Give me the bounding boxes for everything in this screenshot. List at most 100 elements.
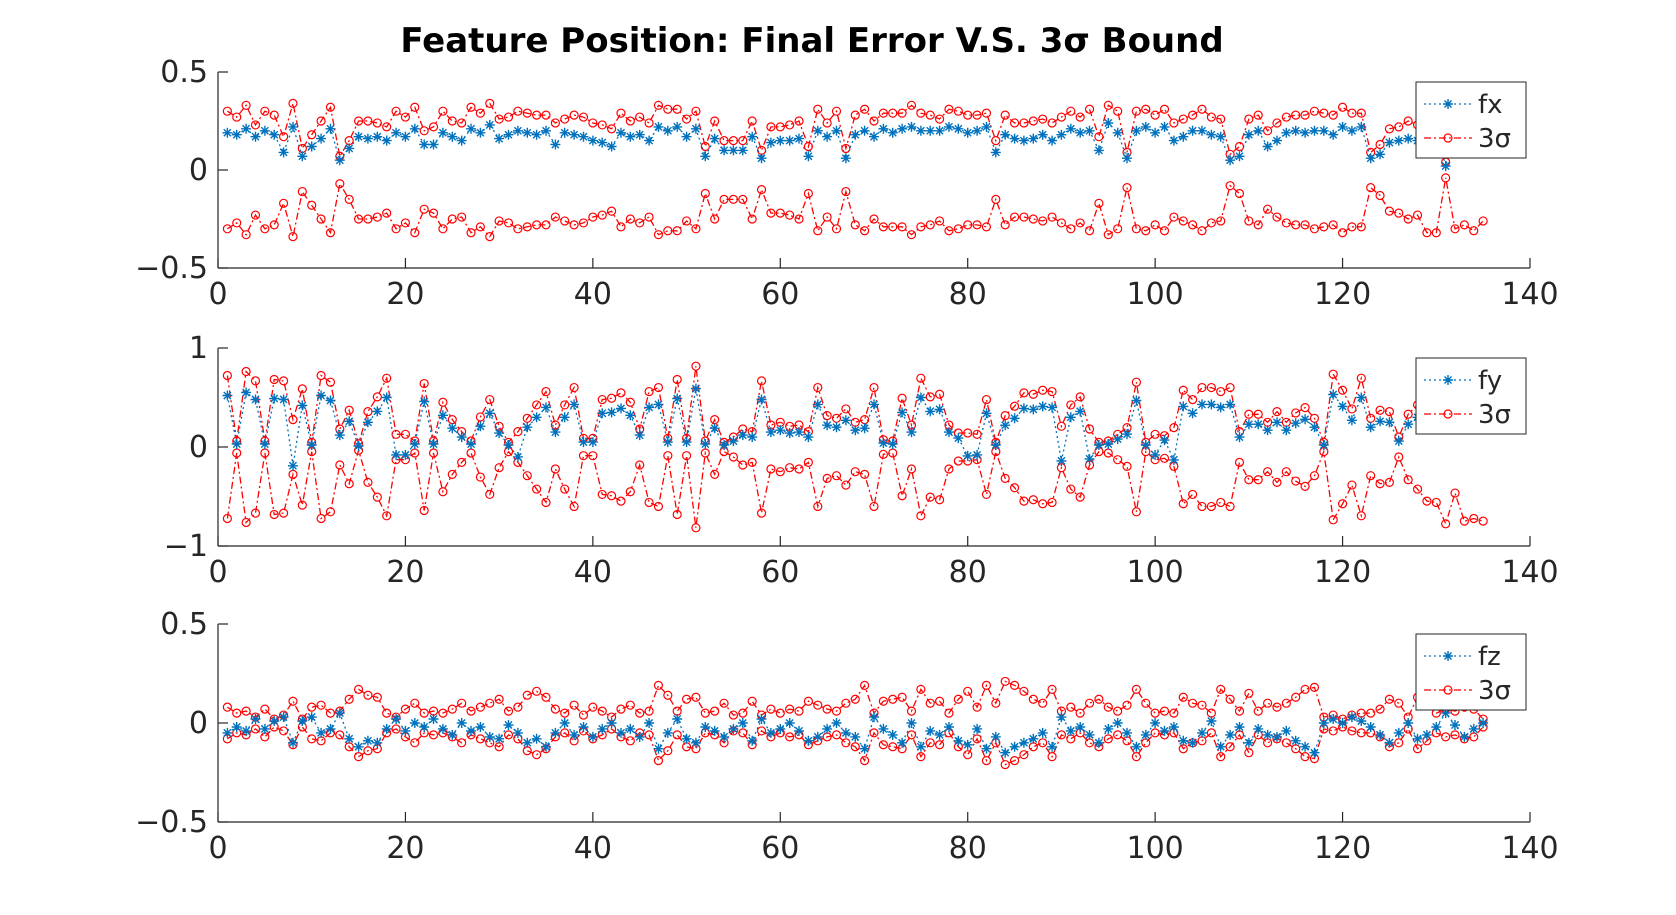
estimate-point xyxy=(1140,121,1151,132)
bound-upper-point xyxy=(1084,424,1095,434)
estimate-point xyxy=(1403,133,1414,144)
estimate-point xyxy=(597,408,608,419)
bound-lower-point xyxy=(269,220,279,230)
estimate-point xyxy=(765,727,776,738)
estimate-point xyxy=(1084,453,1095,464)
bound-upper-point xyxy=(1328,369,1338,379)
bound-lower-point xyxy=(1412,484,1423,494)
bound-upper-point xyxy=(710,116,720,126)
bound-upper-point xyxy=(691,361,701,371)
bound-upper-point xyxy=(550,118,560,128)
bound-upper-point xyxy=(1038,698,1048,708)
estimate-point xyxy=(231,129,242,140)
bound-lower-point xyxy=(1159,226,1170,236)
bound-upper-point xyxy=(1038,114,1048,124)
bound-lower-point xyxy=(728,452,739,462)
bound-lower-point xyxy=(972,220,982,230)
bound-upper-point xyxy=(1178,114,1188,124)
estimate-point xyxy=(1234,722,1245,732)
bound-upper-point xyxy=(428,122,439,132)
bound-lower-point xyxy=(850,742,860,752)
estimate-point xyxy=(915,392,926,403)
estimate-point xyxy=(1384,737,1395,748)
bound-lower-point xyxy=(513,224,523,234)
legend-box xyxy=(1415,357,1527,435)
estimate-point xyxy=(278,147,289,158)
estimate-point xyxy=(1028,133,1039,144)
estimate-point xyxy=(409,439,420,449)
bound-lower-point xyxy=(222,224,232,234)
estimate-point xyxy=(1375,729,1386,740)
bound-lower-point xyxy=(1394,452,1404,462)
bound-upper-point xyxy=(822,411,832,421)
x-tick-label: 100 xyxy=(1127,555,1184,590)
bound-lower-point xyxy=(635,218,645,228)
estimate-point xyxy=(897,407,908,418)
bound-upper-point xyxy=(653,100,664,110)
bound-lower-point xyxy=(1169,212,1179,222)
bound-lower-point xyxy=(906,730,917,740)
bound-lower-point xyxy=(1234,457,1245,467)
estimate-point xyxy=(616,127,626,138)
estimate-point xyxy=(1403,419,1414,430)
bound-upper-point xyxy=(1384,694,1395,704)
estimate-point xyxy=(981,743,992,754)
bound-upper-point xyxy=(494,694,504,704)
estimate-point xyxy=(278,712,289,723)
estimate-point xyxy=(794,725,804,736)
bound-lower-point xyxy=(1103,734,1113,744)
bound-upper-point xyxy=(822,118,832,128)
bound-lower-point xyxy=(963,220,973,230)
bound-lower-point xyxy=(1394,208,1404,218)
bound-lower-point xyxy=(1244,475,1254,485)
estimate-point xyxy=(662,125,673,136)
bound-lower-point xyxy=(307,734,317,744)
y-tick-label: 0 xyxy=(189,430,208,465)
bound-upper-point xyxy=(232,112,242,122)
bound-upper-point xyxy=(747,696,757,706)
bound-lower-point xyxy=(1113,224,1123,234)
x-tick-label: 0 xyxy=(208,831,227,866)
estimate-point xyxy=(259,723,270,734)
estimate-point xyxy=(306,141,317,152)
bound-lower-point xyxy=(560,728,570,738)
bound-lower-point xyxy=(1122,736,1132,746)
estimate-point xyxy=(1300,414,1311,425)
estimate-point xyxy=(391,714,402,724)
estimate-point xyxy=(484,408,495,419)
bound-upper-point xyxy=(1197,382,1207,393)
bound-lower-point xyxy=(1000,473,1010,483)
bound-lower-point xyxy=(916,752,926,762)
estimate-point xyxy=(690,383,701,394)
x-tick-label: 120 xyxy=(1314,831,1371,866)
bound-upper-point xyxy=(681,114,692,124)
bound-lower-point xyxy=(1262,467,1273,477)
x-tick-label: 60 xyxy=(761,831,799,866)
bound-lower-point xyxy=(869,728,879,738)
bound-upper-point xyxy=(438,106,448,116)
bound-lower-point xyxy=(944,464,954,474)
estimate-point xyxy=(372,406,383,417)
estimate-point xyxy=(447,131,458,142)
bound-upper-point xyxy=(1347,404,1357,414)
estimate-point xyxy=(1459,731,1470,742)
bound-upper-point xyxy=(241,706,251,716)
estimate-point xyxy=(456,718,467,728)
bound-lower-point xyxy=(710,469,720,479)
bound-lower-point xyxy=(1431,228,1441,238)
estimate-point xyxy=(269,716,280,726)
bound-lower-point xyxy=(588,212,598,222)
bound-upper-point xyxy=(953,106,963,116)
bound-upper-point xyxy=(419,126,429,136)
estimate-point xyxy=(334,708,345,719)
estimate-point xyxy=(915,741,926,752)
bound-lower-point xyxy=(869,214,879,224)
bound-lower-point xyxy=(1356,222,1366,232)
bound-lower-point xyxy=(944,226,954,236)
estimate-point xyxy=(850,731,861,742)
estimate-point xyxy=(934,404,945,415)
legend-box xyxy=(1415,81,1527,159)
bound-lower-point xyxy=(363,746,373,756)
estimate-point xyxy=(869,399,879,410)
legend: fz 3σ xyxy=(1415,633,1527,711)
